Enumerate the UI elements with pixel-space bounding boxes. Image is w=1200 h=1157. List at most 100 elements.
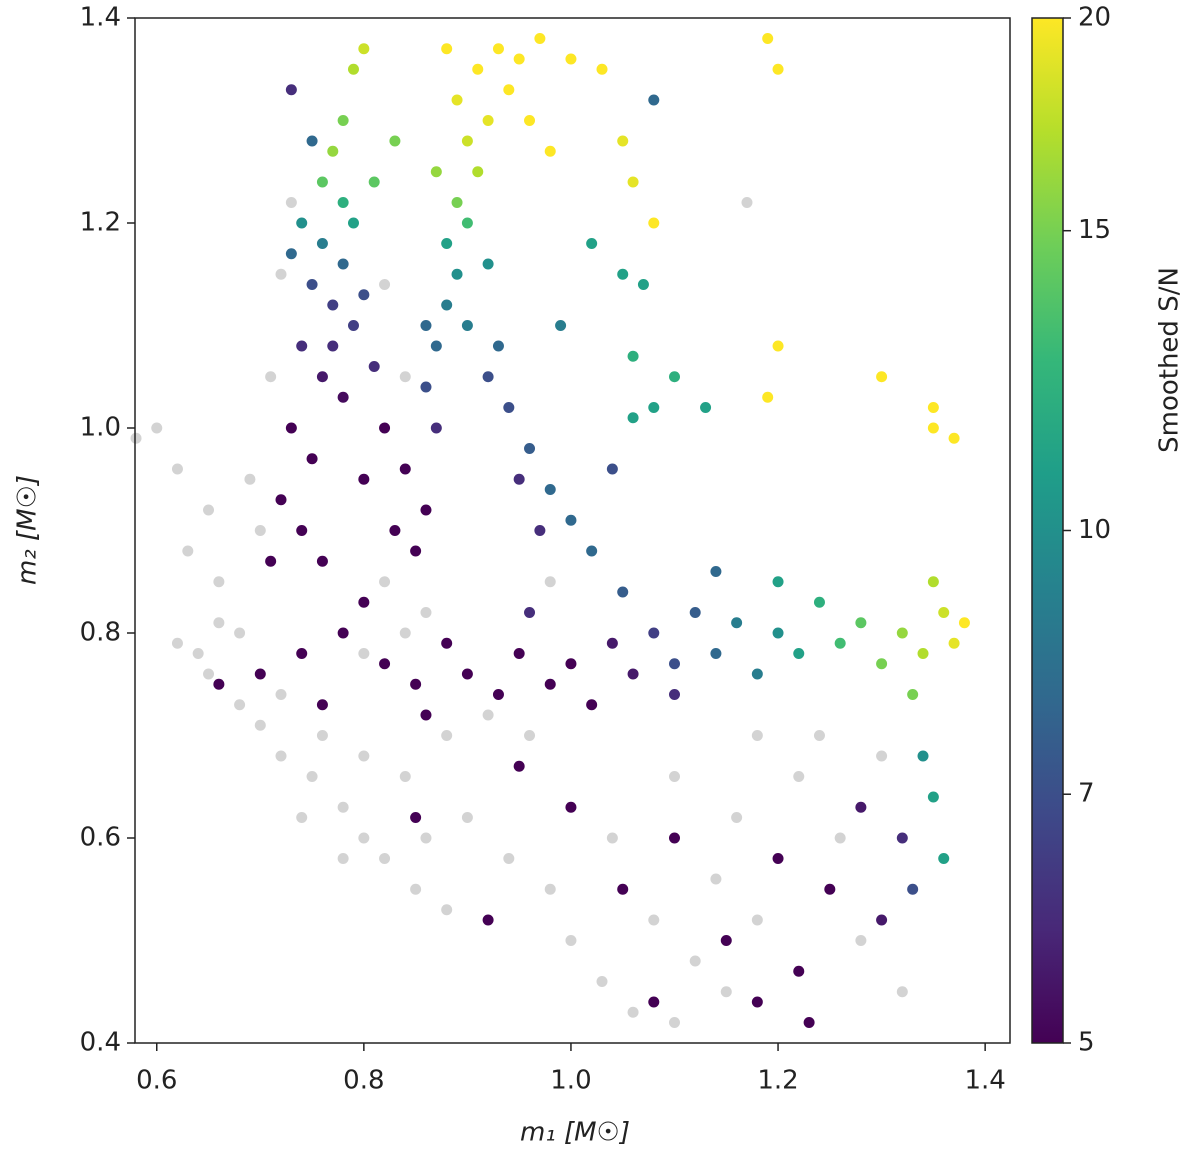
point: [254, 668, 266, 680]
point: [358, 750, 370, 762]
point: [492, 43, 504, 55]
point: [203, 668, 215, 680]
point: [213, 576, 225, 588]
point: [751, 730, 763, 741]
point: [461, 217, 473, 229]
point: [627, 668, 639, 680]
point: [379, 422, 391, 434]
point: [296, 525, 308, 536]
point: [203, 504, 215, 516]
point: [368, 361, 380, 372]
point: [316, 555, 328, 567]
point: [482, 914, 494, 926]
x-tick-label: 0.6: [136, 1066, 177, 1096]
point: [648, 914, 660, 926]
point: [420, 381, 432, 393]
point: [710, 873, 722, 885]
y-tick-label: 0.6: [80, 823, 121, 853]
point: [565, 53, 577, 65]
point: [668, 1017, 680, 1028]
point: [513, 473, 525, 485]
point: [617, 586, 629, 598]
point: [793, 771, 805, 782]
point: [855, 617, 867, 629]
point: [617, 268, 629, 280]
colorbar-tick-label: 20: [1078, 3, 1111, 33]
point: [316, 730, 328, 741]
point: [503, 84, 515, 96]
colorbar-tick-label: 7: [1078, 779, 1095, 809]
point: [327, 299, 339, 311]
point: [461, 135, 473, 147]
x-tick-label: 1.2: [757, 1066, 798, 1096]
point: [503, 853, 515, 864]
point: [482, 115, 494, 126]
point: [668, 371, 680, 383]
point: [710, 648, 722, 659]
point: [420, 320, 432, 331]
point: [151, 422, 163, 434]
point: [358, 832, 370, 844]
point: [306, 771, 318, 782]
point: [472, 166, 484, 178]
point: [410, 883, 422, 895]
point: [358, 289, 370, 301]
point: [648, 94, 660, 106]
point: [627, 350, 639, 362]
point: [441, 637, 453, 649]
point: [461, 812, 473, 823]
point: [596, 63, 608, 75]
point: [948, 637, 960, 649]
point: [337, 258, 349, 270]
point: [171, 463, 183, 475]
point: [265, 555, 277, 567]
point: [668, 771, 680, 782]
colorbar-label: Smoothed S/N: [1155, 267, 1185, 453]
point: [213, 678, 225, 690]
colorbar: [1031, 17, 1064, 1044]
point: [244, 473, 256, 485]
point: [772, 340, 784, 352]
point: [254, 719, 266, 731]
point: [441, 904, 453, 916]
point: [441, 43, 453, 55]
point: [544, 145, 556, 157]
point: [306, 135, 318, 147]
point: [234, 699, 246, 711]
point: [275, 494, 287, 506]
point: [399, 463, 411, 475]
point: [337, 115, 349, 126]
point: [368, 176, 380, 188]
point: [958, 617, 970, 629]
point: [451, 94, 463, 106]
point: [379, 658, 391, 670]
x-axis-label: m₁ [M☉]: [520, 1118, 630, 1148]
y-axis-label: m₂ [M☉]: [13, 475, 43, 585]
point: [379, 853, 391, 864]
point: [700, 402, 712, 413]
point: [544, 678, 556, 690]
point: [503, 402, 515, 413]
point: [285, 422, 297, 434]
point: [492, 689, 504, 700]
point: [731, 812, 743, 823]
point: [876, 914, 888, 926]
point: [337, 627, 349, 639]
point: [347, 63, 359, 75]
point: [834, 637, 846, 649]
point: [410, 812, 422, 823]
point: [803, 1017, 815, 1028]
point: [565, 935, 577, 946]
point: [938, 607, 950, 618]
point: [772, 853, 784, 864]
point: [855, 935, 867, 946]
point: [668, 658, 680, 670]
point: [917, 648, 929, 659]
point: [751, 668, 763, 680]
point: [606, 463, 618, 475]
point: [130, 432, 142, 444]
point: [513, 648, 525, 659]
point: [555, 320, 567, 331]
